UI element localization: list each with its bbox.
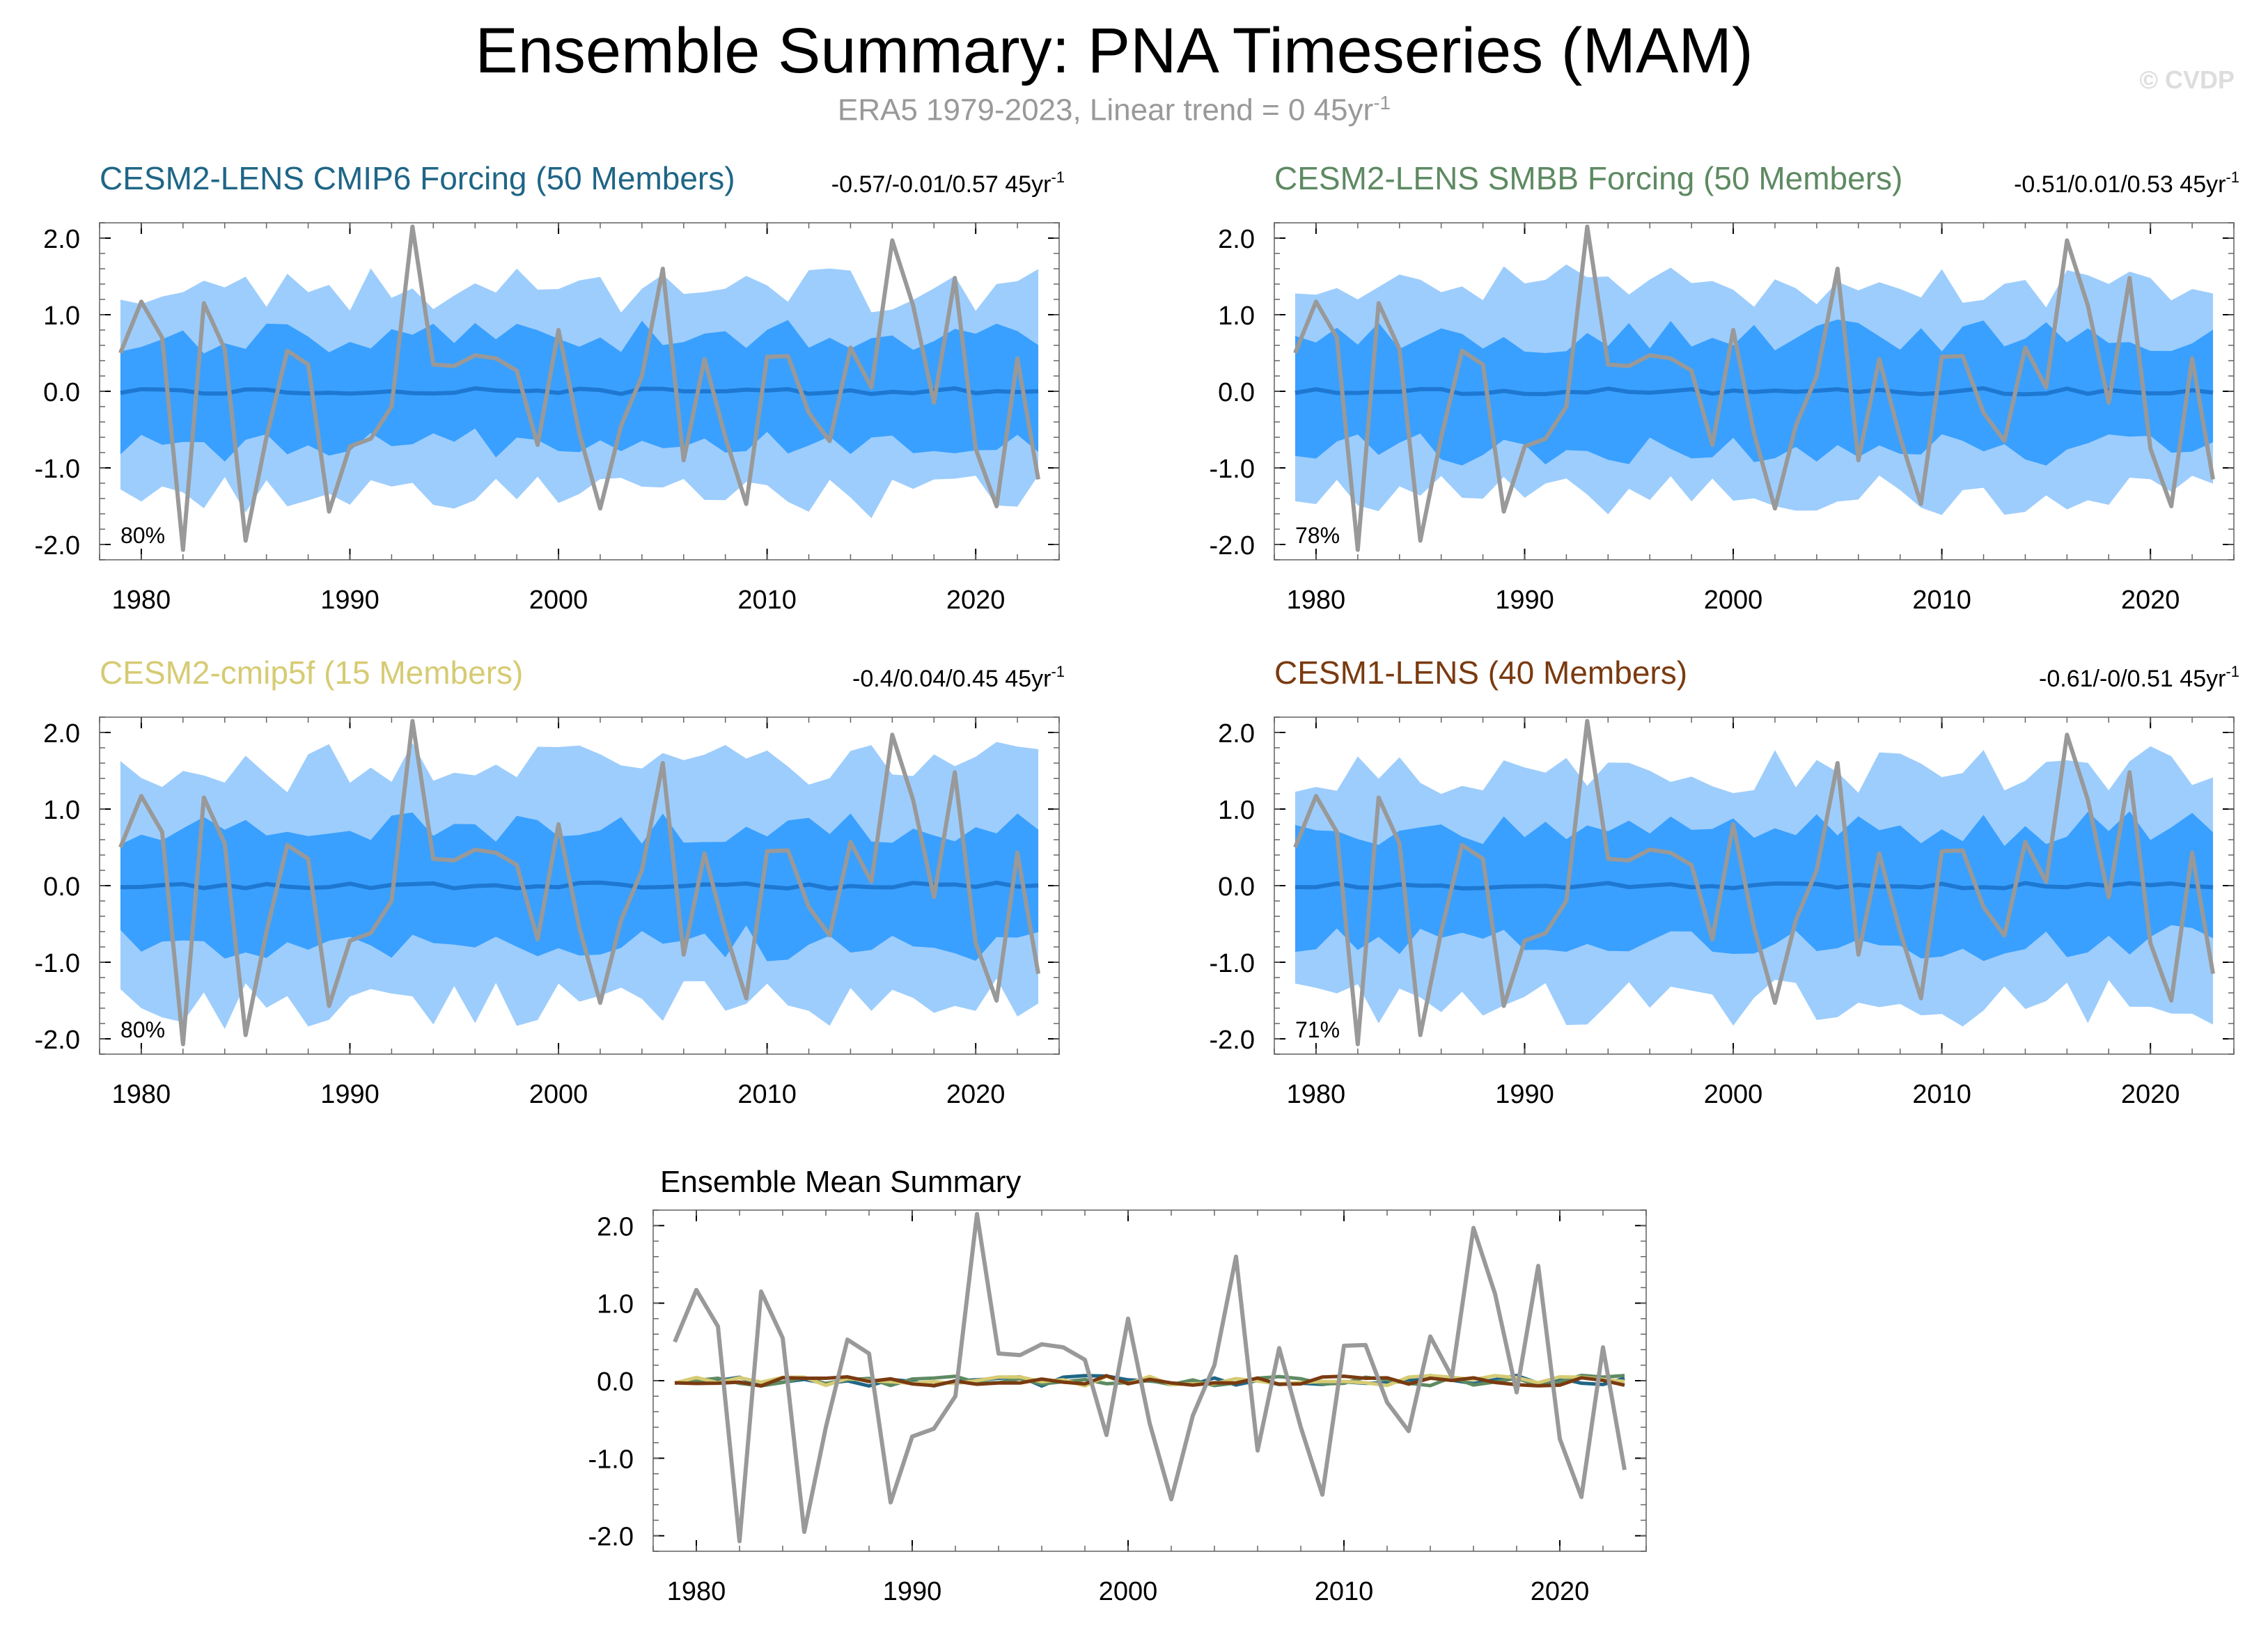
subtitle-text: ERA5 1979-2023, Linear trend = 0 45yr <box>837 93 1374 127</box>
y-tick-label: 1.0 <box>43 796 80 825</box>
x-tick-label: 1980 <box>112 586 171 615</box>
page-subtitle: ERA5 1979-2023, Linear trend = 0 45yr-1 <box>0 92 2228 128</box>
y-tick-label: 2.0 <box>1218 225 1255 254</box>
y-tick-label: 1.0 <box>1218 796 1255 825</box>
panel-title: CESM2-LENS CMIP6 Forcing (50 Members) <box>100 160 735 196</box>
x-tick-label: 2020 <box>2121 1080 2180 1109</box>
x-tick-label: 2010 <box>737 1080 797 1109</box>
y-tick-label: 2.0 <box>597 1212 634 1241</box>
observed-era5-line <box>1293 224 2215 552</box>
x-tick-label: 2020 <box>946 1080 1006 1109</box>
y-tick-label: -2.0 <box>588 1523 634 1552</box>
observed-era5-line <box>1293 719 2215 1046</box>
percent-label: 80% <box>120 1017 165 1042</box>
panel-middle-left: 2.0 1.0 0.0 -1.0 -2.0 1980 1990 2000 2010 2020 CES… <box>35 654 1065 1109</box>
percent-label: 71% <box>1295 1017 1340 1042</box>
x-tick-label: 1990 <box>320 586 380 615</box>
observed-era5-line <box>118 719 1040 1046</box>
y-tick-label: 0.0 <box>597 1367 634 1397</box>
x-tick-label: 1990 <box>1495 1080 1554 1109</box>
x-tick-label: 2010 <box>1912 586 1971 615</box>
y-tick-label: -1.0 <box>35 949 80 978</box>
x-tick-label: 2010 <box>1315 1577 1374 1606</box>
percent-label: 78% <box>1295 523 1340 548</box>
y-tick-label: 1.0 <box>43 301 80 331</box>
panel-title: CESM2-cmip5f (15 Members) <box>100 654 523 691</box>
x-tick-label: 1990 <box>320 1080 380 1109</box>
y-tick-label: -1.0 <box>35 455 80 484</box>
ensemble-mean-line <box>1295 881 2214 891</box>
observed-era5-line <box>673 1211 1627 1544</box>
y-tick-label: 2.0 <box>43 719 80 748</box>
panel-top-right: 2.0 1.0 0.0 -1.0 -2.0 1980 1990 2000 2010 2020 CES… <box>1210 160 2239 615</box>
y-tick-label: -1.0 <box>1210 455 1255 484</box>
percent-label: 80% <box>120 523 165 548</box>
trend-label: -0.51/0.01/0.53 45yr-1 <box>2014 168 2239 198</box>
x-tick-label: 2020 <box>946 586 1006 615</box>
panel-bottom-center: 2.0 1.0 0.0 -1.0 -2.0 1980 1990 2000 2010 2020 Ens… <box>588 1165 1647 1606</box>
y-tick-label: 2.0 <box>1218 719 1255 748</box>
y-tick-label: -1.0 <box>1210 949 1255 978</box>
trend-superscript: -1 <box>1051 663 1065 680</box>
trend-label: -0.57/-0.01/0.57 45yr-1 <box>831 168 1065 198</box>
x-tick-label: 2000 <box>529 1080 588 1109</box>
ensemble-mean-line <box>120 386 1039 396</box>
panel-middle-right: 2.0 1.0 0.0 -1.0 -2.0 1980 1990 2000 2010 2020 CES… <box>1210 654 2239 1109</box>
x-tick-label: 1980 <box>1287 1080 1346 1109</box>
panel-title: CESM2-LENS SMBB Forcing (50 Members) <box>1274 160 1902 196</box>
page-title: Ensemble Summary: PNA Timeseries (MAM) <box>475 15 1753 86</box>
ensemble-mean-line <box>1295 386 2214 397</box>
y-tick-label: -2.0 <box>1210 531 1255 560</box>
y-tick-label: -2.0 <box>1210 1026 1255 1055</box>
trend-label: -0.61/-0/0.51 45yr-1 <box>2039 663 2239 692</box>
y-tick-label: 0.0 <box>43 378 80 407</box>
y-tick-label: -2.0 <box>35 531 80 560</box>
y-tick-label: 2.0 <box>43 225 80 254</box>
y-tick-label: 1.0 <box>597 1290 634 1319</box>
y-tick-label: -2.0 <box>35 1026 80 1055</box>
x-tick-label: 2000 <box>1099 1577 1158 1606</box>
x-tick-label: 2000 <box>1704 586 1763 615</box>
observed-era5-line <box>118 224 1040 552</box>
y-tick-label: 1.0 <box>1218 301 1255 331</box>
trend-superscript: -1 <box>1051 168 1065 186</box>
x-tick-label: 2000 <box>1704 1080 1763 1109</box>
panel-top-left: 2.0 1.0 0.0 -1.0 -2.0 1980 1990 2000 2010 2020 CES… <box>35 160 1065 615</box>
trend-label: -0.4/0.04/0.45 45yr-1 <box>852 663 1065 692</box>
panel-title: CESM1-LENS (40 Members) <box>1274 654 1687 691</box>
mean-line-cesm1-lens <box>674 1374 1625 1388</box>
y-tick-label: 0.0 <box>1218 872 1255 902</box>
ensemble-mean-line <box>120 880 1039 891</box>
x-tick-label: 1990 <box>1495 586 1554 615</box>
trend-superscript: -1 <box>2226 663 2239 680</box>
x-tick-label: 1980 <box>112 1080 171 1109</box>
x-tick-label: 2020 <box>2121 586 2180 615</box>
trend-superscript: -1 <box>2226 168 2239 186</box>
x-tick-label: 1990 <box>883 1577 942 1606</box>
y-tick-label: -1.0 <box>588 1445 634 1474</box>
y-tick-label: 0.0 <box>1218 378 1255 407</box>
panel-title: Ensemble Mean Summary <box>660 1165 1021 1199</box>
x-tick-label: 2000 <box>529 586 588 615</box>
x-tick-label: 2010 <box>1912 1080 1971 1109</box>
x-tick-label: 1980 <box>1287 586 1346 615</box>
subtitle-superscript: -1 <box>1373 92 1391 113</box>
inner-spread-band <box>120 812 1039 962</box>
x-tick-label: 2020 <box>1531 1577 1590 1606</box>
x-tick-label: 1980 <box>667 1577 726 1606</box>
cvdp-watermark: © CVDP <box>2139 65 2235 94</box>
y-tick-label: 0.0 <box>43 872 80 902</box>
x-tick-label: 2010 <box>737 586 797 615</box>
